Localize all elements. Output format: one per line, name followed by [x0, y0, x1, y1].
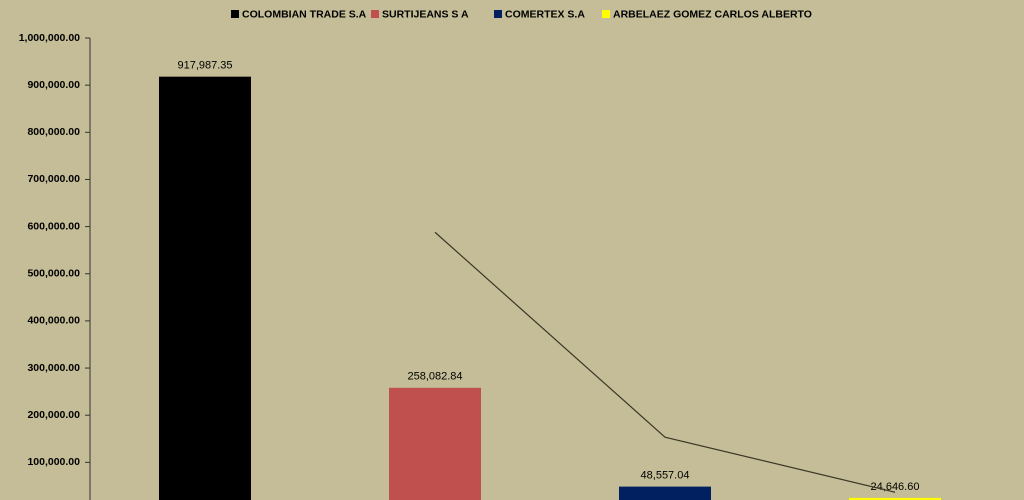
- y-tick-label: 100,000.00: [27, 456, 80, 468]
- y-tick-label: 300,000.00: [27, 362, 80, 374]
- y-tick-label: 900,000.00: [27, 79, 80, 91]
- legend-label: COMERTEX S.A: [505, 8, 585, 20]
- legend-label: ARBELAEZ GOMEZ CARLOS ALBERTO: [613, 8, 812, 20]
- y-tick-label: 400,000.00: [27, 315, 80, 327]
- bar: [159, 76, 251, 500]
- legend-swatch: [231, 10, 239, 18]
- data-label: 24,646.60: [871, 481, 920, 493]
- data-label: 917,987.35: [177, 60, 232, 72]
- y-tick-label: 200,000.00: [27, 409, 80, 421]
- y-tick-label: 1,000,000.00: [19, 32, 80, 44]
- bar: [619, 486, 711, 500]
- legend-label: SURTIJEANS S A: [382, 8, 469, 20]
- data-label: 48,557.04: [641, 470, 690, 482]
- y-tick-label: 500,000.00: [27, 268, 80, 280]
- y-tick-label: 800,000.00: [27, 126, 80, 138]
- bar: [389, 387, 481, 500]
- legend-swatch: [494, 10, 502, 18]
- trendline: [434, 231, 896, 493]
- legend-label: COLOMBIAN TRADE S.A: [242, 8, 367, 20]
- y-tick-label: 600,000.00: [27, 220, 80, 232]
- data-label: 258,082.84: [407, 371, 462, 383]
- bar: [849, 497, 941, 500]
- legend-swatch: [602, 10, 610, 18]
- y-tick-label: 700,000.00: [27, 173, 80, 185]
- legend-swatch: [371, 10, 379, 18]
